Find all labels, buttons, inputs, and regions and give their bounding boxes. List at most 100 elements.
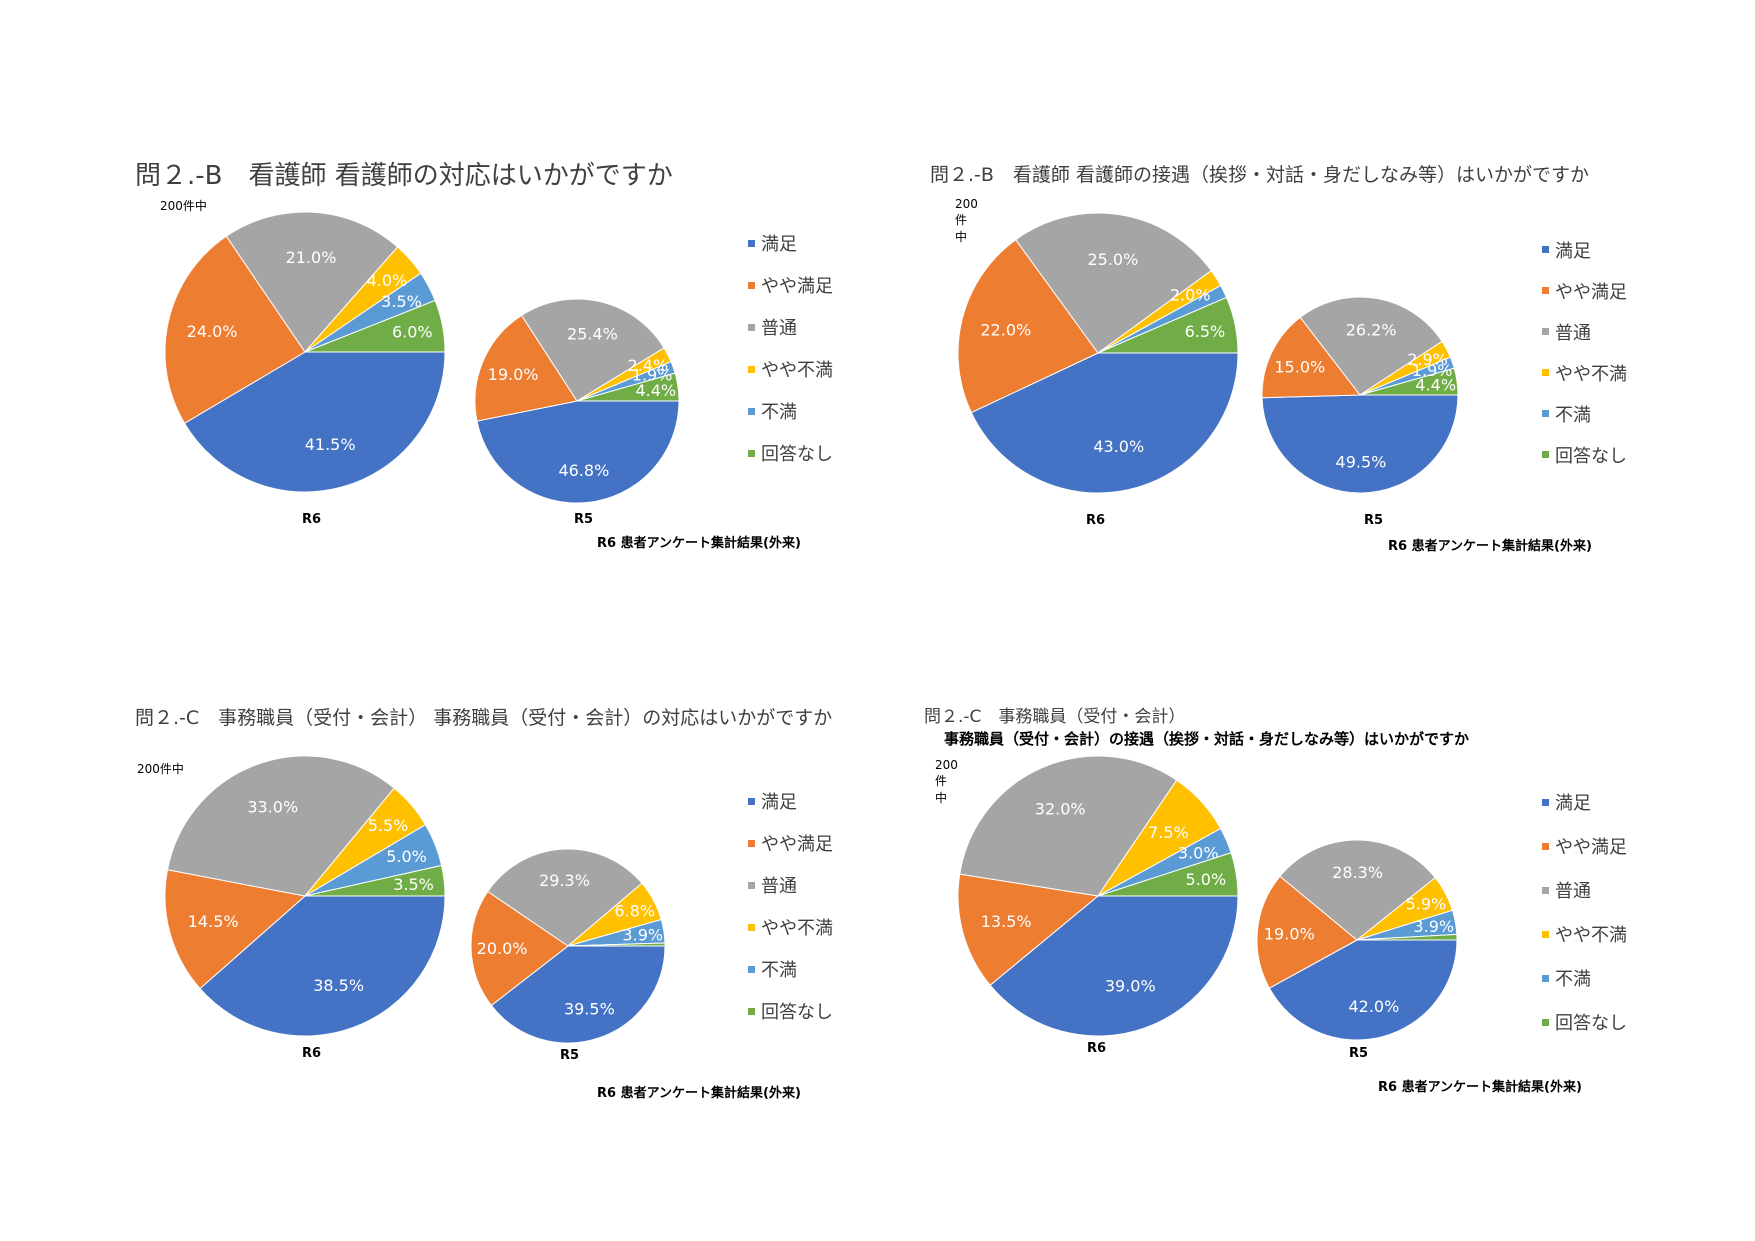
legend-label: やや満足 bbox=[761, 276, 833, 297]
legend-item-kaito-nashi: 回答なし bbox=[748, 990, 833, 1032]
pie-slice-futsu bbox=[225, 211, 399, 353]
pie-slice-manzoku bbox=[183, 351, 446, 493]
legend-label: 回答なし bbox=[1555, 445, 1627, 467]
legend-swatch bbox=[1542, 410, 1549, 417]
data-label-futsu: 29.3% bbox=[539, 871, 590, 890]
legend-item-fuman: 不満 bbox=[1542, 956, 1627, 1000]
pie-chart-r6: 41.5% 24.0% 21.0% 4.0% 3.5% 6.0% bbox=[164, 211, 446, 493]
legend-item-kaito-nashi: 回答なし bbox=[1542, 1000, 1627, 1044]
legend-swatch bbox=[1542, 842, 1549, 850]
legend-swatch bbox=[1542, 1018, 1549, 1026]
data-label-yaya-fuman: 2.9% bbox=[1407, 350, 1448, 369]
legend-swatch bbox=[1542, 328, 1549, 335]
source-footer: R6 患者アンケート集計結果(外来) bbox=[597, 1086, 801, 1101]
legend-item-yaya-manzoku: やや満足 bbox=[1542, 824, 1627, 868]
data-label-yaya-manzoku: 22.0% bbox=[980, 320, 1031, 339]
pie-slice-yaya-manzoku bbox=[164, 235, 306, 424]
legend-swatch bbox=[748, 239, 755, 247]
data-label-fuman: 3.0% bbox=[1178, 844, 1219, 863]
data-label-manzoku: 38.5% bbox=[313, 976, 364, 995]
pie-caption-r6: R6 bbox=[1086, 513, 1106, 528]
data-label-fuman: 3.9% bbox=[1413, 917, 1454, 936]
pie-chart-r5: 46.8% 19.0% 25.4% 2.4%1.9%4.4% bbox=[474, 298, 680, 504]
data-label-yaya-fuman: 7.5% bbox=[1148, 823, 1189, 842]
legend-swatch bbox=[1542, 451, 1549, 458]
legend-swatch bbox=[748, 449, 755, 457]
legend-label: やや不満 bbox=[1555, 925, 1627, 946]
pie-chart-r5: 39.5% 20.0% 29.3% 6.8% 3.9% bbox=[470, 848, 666, 1044]
pie-slice-futsu bbox=[1299, 296, 1443, 396]
source-footer: R6 患者アンケート集計結果(外来) bbox=[1378, 1080, 1582, 1095]
data-label-yaya-manzoku: 20.0% bbox=[477, 939, 528, 958]
pie-chart-r6: 39.0% 13.5% 32.0% 7.5% 3.0% 5.0% bbox=[957, 755, 1239, 1037]
legend-swatch bbox=[1542, 798, 1549, 806]
data-label-yaya-fuman: 6.8% bbox=[614, 901, 655, 920]
chart-title: 問２.-B 看護師 看護師の対応はいかがですか bbox=[135, 161, 673, 191]
pie-caption-r5: R5 bbox=[1349, 1046, 1369, 1061]
legend-swatch bbox=[1542, 930, 1549, 938]
legend-swatch bbox=[748, 281, 755, 289]
pie-slice-yaya-manzoku bbox=[474, 314, 578, 422]
data-label-manzoku: 49.5% bbox=[1336, 453, 1387, 472]
data-label-manzoku: 43.0% bbox=[1093, 437, 1144, 456]
legend-swatch bbox=[748, 839, 755, 847]
data-label-fuman: 1.9% bbox=[1412, 361, 1453, 380]
legend: 満足 やや満足 普通 やや不満 不満 回答なし bbox=[1542, 229, 1627, 475]
pie-slice-kaito-nashi bbox=[1356, 933, 1458, 941]
pie-caption-r5: R5 bbox=[560, 1048, 580, 1063]
chart-title: 問２.-B 看護師 看護師の接遇（挨拶・対話・身だしなみ等）はいかがですか bbox=[930, 164, 1589, 186]
data-label-manzoku: 39.0% bbox=[1105, 977, 1156, 996]
chart-panel-4: 問２.-C 事務職員（受付・会計） 事務職員（受付・会計）の接遇（挨拶・対話・身… bbox=[0, 0, 1627, 1095]
data-label-kaito-nashi: 4.4% bbox=[635, 381, 676, 400]
legend-item-yaya-manzoku: やや満足 bbox=[748, 264, 833, 306]
legend-label: やや満足 bbox=[1555, 281, 1627, 303]
legend-item-futsu: 普通 bbox=[1542, 311, 1627, 352]
legend-label: 回答なし bbox=[761, 1002, 833, 1023]
data-label-fuman: 5.0% bbox=[386, 847, 427, 866]
pie-slice-manzoku bbox=[476, 400, 680, 504]
data-label-yaya-fuman: 2.0% bbox=[1170, 285, 1211, 304]
data-label-futsu: 33.0% bbox=[247, 797, 298, 816]
legend-label: 普通 bbox=[761, 318, 797, 339]
legend-label: やや不満 bbox=[761, 360, 833, 381]
data-label-kaito-nashi: 6.0% bbox=[392, 323, 433, 342]
chart-title: 問２.-C 事務職員（受付・会計） bbox=[924, 702, 1185, 727]
legend-label: 回答なし bbox=[761, 444, 833, 465]
data-label-yaya-fuman: 5.9% bbox=[1406, 895, 1447, 914]
data-label-yaya-manzoku: 15.0% bbox=[1274, 357, 1325, 376]
data-label-manzoku: 39.5% bbox=[564, 999, 615, 1018]
legend: 満足 やや満足 普通 やや不満 不満 回答なし bbox=[748, 780, 833, 1032]
data-label-futsu: 32.0% bbox=[1035, 800, 1086, 819]
data-label-futsu: 28.3% bbox=[1332, 863, 1383, 882]
legend: 満足 やや満足 普通 やや不満 不満 回答なし bbox=[1542, 780, 1627, 1044]
pie-slice-kaito-nashi bbox=[304, 864, 446, 897]
data-label-kaito-nashi: 3.5% bbox=[393, 875, 434, 894]
pie-slice-yaya-manzoku bbox=[1261, 316, 1361, 399]
legend-item-kaito-nashi: 回答なし bbox=[1542, 434, 1627, 475]
pie-slice-kaito-nashi bbox=[576, 372, 680, 402]
pie-slice-futsu bbox=[487, 848, 643, 947]
pie-slice-futsu bbox=[1279, 839, 1436, 941]
data-label-yaya-manzoku: 14.5% bbox=[188, 912, 239, 931]
legend-item-fuman: 不満 bbox=[748, 948, 833, 990]
chart-title-text: 問２.-C 事務職員（受付・会計） bbox=[924, 707, 1186, 727]
data-label-yaya-fuman: 5.5% bbox=[368, 816, 409, 835]
pie-caption-r5: R5 bbox=[574, 512, 594, 527]
legend-item-futsu: 普通 bbox=[1542, 868, 1627, 912]
legend-label: 不満 bbox=[1555, 969, 1591, 990]
legend-swatch bbox=[748, 965, 755, 973]
legend-item-kaito-nashi: 回答なし bbox=[748, 432, 833, 474]
legend-swatch bbox=[748, 1007, 755, 1015]
data-label-fuman: 3.9% bbox=[622, 925, 663, 944]
legend-item-fuman: 不満 bbox=[1542, 393, 1627, 434]
legend-label: 不満 bbox=[1555, 404, 1591, 426]
pie-slice-manzoku bbox=[1261, 394, 1459, 494]
pie-chart-r5: 42.0% 19.0% 28.3% 5.9% 3.9% bbox=[1256, 839, 1458, 1041]
legend-item-fuman: 不満 bbox=[748, 390, 833, 432]
legend-item-yaya-manzoku: やや満足 bbox=[1542, 270, 1627, 311]
pie-slice-kaito-nashi bbox=[567, 942, 666, 947]
legend: 満足やや満足普通やや不満不満回答なし bbox=[748, 222, 833, 474]
pie-caption-r6: R6 bbox=[1087, 1041, 1107, 1056]
legend-swatch bbox=[1542, 287, 1549, 294]
legend-item-manzoku: 満足 bbox=[748, 222, 833, 264]
